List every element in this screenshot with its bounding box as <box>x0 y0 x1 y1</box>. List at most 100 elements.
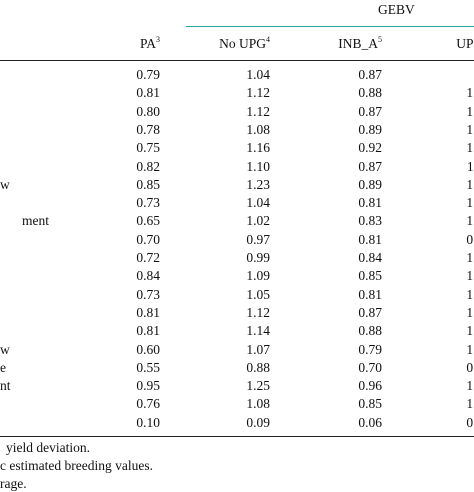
cell: 1.12 <box>466 85 474 101</box>
footnote-marker: 5 <box>378 35 382 44</box>
cell: 0.06 <box>358 414 382 430</box>
cell: 1.25 <box>466 378 474 394</box>
row-label: e <box>0 359 6 375</box>
footnote-marker: 4 <box>266 35 270 44</box>
cell: 1.06 <box>466 341 474 357</box>
cell: 0.10 <box>136 414 160 430</box>
cell: 1.25 <box>246 378 270 394</box>
cell: 0.88 <box>246 359 270 375</box>
cell: 1.12 <box>246 103 270 119</box>
cell: 0.88 <box>358 323 382 339</box>
cell: 0.81 <box>358 195 382 211</box>
cell: 0.88 <box>466 359 474 375</box>
cell: 0.81 <box>136 304 160 320</box>
column-header: INB_A5 <box>338 36 382 52</box>
cell: 0.92 <box>358 140 382 156</box>
cell: 0.95 <box>136 378 160 394</box>
cell: 1.12 <box>246 85 270 101</box>
footnote: rage. <box>0 476 27 491</box>
cell: 1.04 <box>246 195 270 211</box>
cell: 0.81 <box>358 286 382 302</box>
row-label: w <box>0 341 10 357</box>
cell: 1.05 <box>246 286 270 302</box>
group-rule <box>186 26 474 27</box>
row-label: ment <box>22 213 49 229</box>
cell: 0.55 <box>136 359 160 375</box>
cell: 1.03 <box>466 195 474 211</box>
cell: 1.07 <box>466 103 474 119</box>
cell: 0.70 <box>136 231 160 247</box>
cell: 0.84 <box>358 250 382 265</box>
column-header: PA3 <box>140 36 160 52</box>
cell: 0.80 <box>136 103 160 119</box>
cell: 1.16 <box>246 140 270 156</box>
cell: 1.15 <box>466 140 474 156</box>
cell: 0.79 <box>358 341 382 357</box>
cell: 0.96 <box>358 378 382 394</box>
cell: 1.12 <box>246 304 270 320</box>
cell: 0.89 <box>358 121 382 137</box>
row-label: w <box>0 176 10 192</box>
cell: 0.85 <box>358 396 382 412</box>
cell: 1.14 <box>246 323 270 339</box>
cell: 0.87 <box>358 103 382 119</box>
column-header-text: PA <box>139 36 156 51</box>
footnote: c estimated breeding values. <box>0 458 153 473</box>
cell: 0.81 <box>136 323 160 339</box>
cell: 0.65 <box>136 213 160 229</box>
cell: 0.97 <box>246 231 270 247</box>
bottom-rule <box>0 436 474 437</box>
cell: 0.75 <box>136 140 160 156</box>
cell: 0.84 <box>136 268 160 284</box>
cell: 1.02 <box>466 213 474 229</box>
cell: 1.23 <box>246 176 270 192</box>
cell: 0.88 <box>358 85 382 101</box>
cell: 0.89 <box>358 176 382 192</box>
cell: 1.07 <box>246 341 270 357</box>
cell: 0.81 <box>358 231 382 247</box>
cell: 1.21 <box>466 176 474 192</box>
cell: 1.09 <box>466 268 474 284</box>
cell: 1.02 <box>246 213 270 229</box>
cell: 0.72 <box>136 250 160 265</box>
cell: 0.82 <box>136 158 160 174</box>
column-header: UPG_ <box>456 36 474 52</box>
group-header: GEBV <box>378 2 415 17</box>
cell: 1.09 <box>246 268 270 284</box>
cell: 0.09 <box>246 414 270 430</box>
cell: 0.85 <box>358 268 382 284</box>
cell: 0.85 <box>136 176 160 192</box>
cell: 1.10 <box>246 158 270 174</box>
cell: 0.70 <box>358 359 382 375</box>
cell: 0.79 <box>136 67 160 82</box>
column-header-text: No UPG <box>219 36 266 51</box>
cell: 0.99 <box>246 250 270 265</box>
cell: 0.83 <box>358 213 382 229</box>
cell: 1.07 <box>466 286 474 302</box>
cell: 1.04 <box>246 67 270 82</box>
cell: 0.60 <box>136 341 160 357</box>
footnote-marker: 3 <box>156 35 160 44</box>
cell: 1.13 <box>466 323 474 339</box>
cell: 0.09 <box>466 414 474 430</box>
cell: 1.08 <box>246 121 270 137</box>
row-label: nt <box>0 378 11 394</box>
cell: 0.73 <box>136 195 160 211</box>
cell: 1.08 <box>466 121 474 137</box>
cell: 0.78 <box>136 121 160 137</box>
cell: 0.87 <box>358 158 382 174</box>
cell: 1.07 <box>466 396 474 412</box>
cell: 1.00 <box>466 250 474 265</box>
cell: 1.13 <box>466 304 474 320</box>
column-header: No UPG4 <box>219 36 270 52</box>
footnote: yield deviation. <box>6 440 90 455</box>
column-header-text: INB_A <box>338 36 378 51</box>
cell: 0.87 <box>358 67 382 82</box>
header-rule <box>0 60 474 61</box>
cell: 0.81 <box>136 85 160 101</box>
cell: 1.11 <box>466 158 474 174</box>
cell: 0.73 <box>136 286 160 302</box>
cell: 1.08 <box>246 396 270 412</box>
cell: 0.76 <box>136 396 160 412</box>
